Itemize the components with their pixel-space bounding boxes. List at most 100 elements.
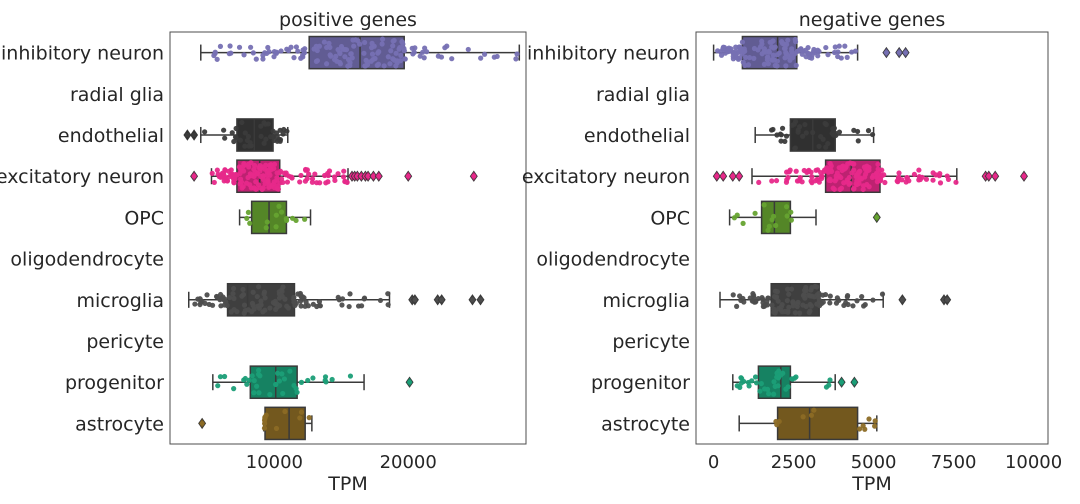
data-point — [786, 55, 793, 61]
data-point — [799, 51, 805, 57]
data-point — [772, 44, 778, 50]
data-point — [280, 131, 286, 137]
x-axis-label: TPM — [851, 473, 891, 495]
data-point — [317, 302, 323, 309]
box-group — [198, 406, 313, 441]
category-label: oligodendrocyte — [10, 249, 164, 271]
data-point — [738, 375, 744, 381]
data-point — [265, 44, 271, 51]
data-point — [245, 133, 252, 140]
data-point — [762, 301, 768, 308]
data-point — [268, 183, 274, 189]
data-point — [388, 48, 394, 54]
data-point — [273, 306, 279, 313]
data-point — [323, 61, 330, 67]
data-point — [278, 176, 285, 182]
x-tick-label: 10000 — [1005, 452, 1062, 473]
data-point — [376, 173, 382, 179]
data-point — [852, 48, 859, 54]
data-point — [261, 417, 268, 423]
data-point — [818, 173, 824, 180]
data-point — [481, 51, 488, 57]
data-point — [245, 209, 251, 215]
data-point — [239, 119, 245, 126]
data-point — [769, 217, 775, 223]
data-point — [803, 288, 809, 294]
data-point — [417, 53, 423, 59]
data-point — [298, 379, 305, 385]
data-point — [347, 59, 353, 66]
category-label: oligodendrocyte — [536, 249, 690, 271]
data-point — [992, 173, 998, 179]
data-point — [347, 291, 353, 297]
data-point — [240, 184, 246, 190]
data-point — [797, 124, 803, 130]
data-point — [263, 225, 269, 231]
data-point — [765, 54, 771, 60]
box-group — [238, 200, 312, 235]
data-point — [806, 309, 812, 316]
data-point — [256, 390, 262, 396]
data-point — [784, 286, 791, 292]
data-point — [749, 298, 755, 304]
data-point — [828, 177, 834, 184]
data-point — [851, 185, 857, 192]
data-point — [265, 178, 271, 185]
category-label: endothelial — [58, 125, 164, 147]
data-point — [832, 178, 838, 184]
data-point — [209, 170, 215, 176]
data-point — [784, 297, 790, 304]
data-point — [835, 53, 841, 60]
data-point — [236, 44, 243, 50]
data-point — [772, 288, 778, 294]
data-point — [827, 160, 833, 167]
data-point — [211, 179, 217, 186]
data-point — [226, 51, 232, 57]
data-point — [465, 46, 471, 53]
data-point — [765, 61, 771, 67]
data-point — [827, 300, 833, 306]
data-point — [390, 56, 396, 62]
data-point — [261, 289, 268, 295]
data-point — [377, 297, 384, 304]
data-point — [788, 209, 794, 215]
data-point — [248, 143, 254, 149]
data-point — [784, 177, 790, 183]
data-point — [753, 380, 760, 386]
data-point — [217, 43, 224, 49]
data-point — [937, 180, 944, 186]
data-point — [865, 128, 872, 134]
data-point — [884, 50, 889, 55]
data-point — [337, 50, 343, 57]
data-point — [306, 415, 312, 421]
data-point — [204, 292, 210, 298]
data-point — [278, 209, 285, 215]
data-point — [313, 58, 320, 64]
data-point — [810, 129, 816, 136]
data-point — [766, 49, 772, 55]
box-group — [712, 35, 910, 70]
data-point — [877, 177, 884, 183]
data-point — [808, 412, 815, 418]
x-tick-label: 5000 — [851, 452, 897, 473]
data-point — [801, 167, 807, 174]
panel-1: positive genes inhibitory neuron radial gl… — [0, 9, 527, 495]
data-point — [258, 173, 264, 180]
data-point — [317, 180, 323, 186]
data-point — [251, 162, 258, 169]
data-point — [778, 132, 784, 138]
data-point — [263, 136, 269, 142]
data-point — [291, 55, 297, 61]
data-point — [854, 298, 860, 304]
panel-2: negative genes inhibitory neuron radial gl… — [522, 9, 1062, 495]
data-point — [755, 47, 761, 53]
data-point — [258, 133, 264, 139]
data-point — [854, 172, 860, 178]
data-point — [231, 386, 237, 392]
data-point — [284, 179, 291, 185]
data-point — [348, 51, 354, 57]
data-point — [478, 55, 484, 61]
data-point — [872, 423, 878, 429]
data-point — [261, 140, 267, 146]
